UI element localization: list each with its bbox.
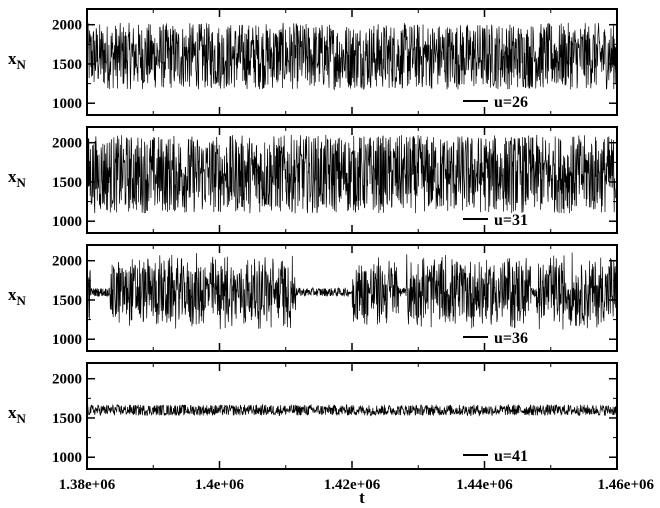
x-tick-label: 1.42e+06 [324,477,381,493]
y-tick-label: 2000 [52,136,82,152]
x-tick-label: 1.4e+06 [195,477,244,493]
y-axis-title-main: x [8,285,17,304]
y-tick-label: 1500 [52,411,82,427]
legend-label: u=41 [494,448,528,465]
x-tick-label: 1.46e+06 [598,477,655,493]
x-tick-label: 1.38e+06 [59,477,116,493]
x-axis-title: t [359,488,365,507]
legend-label: u=31 [494,212,528,229]
y-tick-label: 1000 [52,332,82,348]
y-tick-label: 1000 [52,96,82,112]
y-tick-label: 1500 [52,57,82,73]
series-line-u=31 [86,134,618,214]
y-tick-label: 2000 [52,18,82,34]
y-tick-label: 2000 [52,254,82,270]
y-axis-title: xN [8,285,27,308]
x-tick-label: 1.44e+06 [456,477,513,493]
series-line-u=41 [86,403,618,417]
legend-label: u=36 [494,330,528,347]
y-axis-title-main: x [8,167,17,186]
series-line-u=26 [86,22,618,91]
y-tick-label: 2000 [52,372,82,388]
y-axis-title: xN [8,167,27,190]
y-tick-label: 1500 [52,175,82,191]
legend-label: u=26 [494,94,528,111]
y-axis-title-subscript: N [17,293,27,308]
y-tick-label: 1000 [52,450,82,466]
plot-frame [86,362,618,470]
y-axis-title-main: x [8,403,17,422]
y-axis-title: xN [8,49,27,72]
y-axis-title-subscript: N [17,175,27,190]
y-tick-label: 1500 [52,293,82,309]
y-axis-title-subscript: N [17,411,27,426]
y-axis-title-main: x [8,49,17,68]
series-line-u=36 [86,252,618,330]
y-axis-title-subscript: N [17,57,27,72]
y-tick-label: 1000 [52,214,82,230]
y-axis-title: xN [8,403,27,426]
